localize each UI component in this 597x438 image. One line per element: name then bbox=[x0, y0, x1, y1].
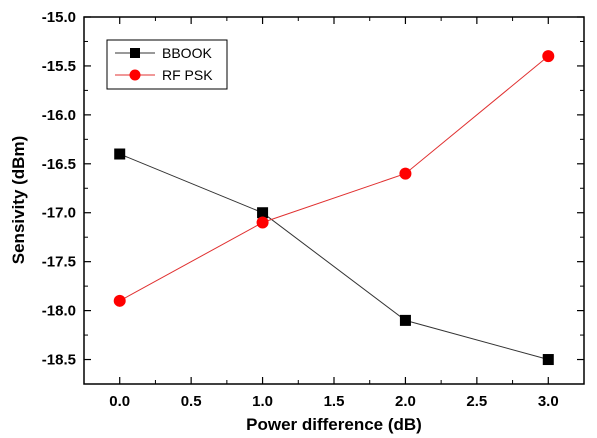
series-line bbox=[119, 153, 549, 361]
y-tick-labels: -15.0 -15.5 -16.0 -16.5 -17.0 -17.5 -18.0 -18.5 bbox=[42, 9, 76, 369]
y-tick-label: -16.5 bbox=[42, 156, 76, 173]
data-point bbox=[256, 216, 269, 229]
x-tick-labels: 0.0 0.5 1.0 1.5 2.0 2.5 3.0 bbox=[109, 393, 558, 410]
tick-marks bbox=[83, 16, 585, 385]
y-axis-title: Sensivity (dBm) bbox=[9, 136, 28, 264]
x-tick-label: 1.0 bbox=[252, 393, 273, 410]
legend-item: BBOOK bbox=[115, 45, 212, 61]
y-tick-label: -17.5 bbox=[42, 254, 76, 271]
y-tick-label: -15.5 bbox=[42, 58, 76, 75]
x-tick-label: 1.5 bbox=[324, 393, 345, 410]
x-tick-label: 0.0 bbox=[109, 393, 130, 410]
data-point bbox=[257, 207, 269, 219]
y-tick-label: -15.0 bbox=[42, 9, 76, 26]
data-point bbox=[113, 294, 126, 307]
series-layer bbox=[113, 50, 555, 366]
x-axis-title: Power difference (dB) bbox=[246, 415, 422, 434]
legend: BBOOK RF PSK bbox=[106, 39, 228, 90]
series-rf-psk bbox=[113, 50, 555, 307]
x-tick-label: 3.0 bbox=[538, 393, 559, 410]
x-tick-label: 0.5 bbox=[181, 393, 202, 410]
data-point bbox=[542, 50, 555, 63]
series-bbook bbox=[114, 148, 554, 366]
legend-label: BBOOK bbox=[162, 45, 212, 61]
data-point bbox=[399, 314, 411, 326]
y-tick-label: -16.0 bbox=[42, 107, 76, 124]
y-tick-label: -18.5 bbox=[42, 352, 76, 369]
data-point bbox=[399, 167, 412, 180]
legend-box bbox=[106, 39, 228, 90]
legend-marker bbox=[130, 48, 140, 58]
legend-item: RF PSK bbox=[115, 67, 213, 83]
series-line bbox=[119, 55, 549, 302]
legend-label: RF PSK bbox=[162, 67, 213, 83]
y-tick-label: -17.0 bbox=[42, 205, 76, 222]
x-tick-label: 2.5 bbox=[466, 393, 487, 410]
legend-marker bbox=[129, 69, 141, 81]
y-tick-label: -18.0 bbox=[42, 303, 76, 320]
data-point bbox=[542, 354, 554, 366]
x-tick-label: 2.0 bbox=[395, 393, 416, 410]
data-point bbox=[114, 148, 126, 160]
